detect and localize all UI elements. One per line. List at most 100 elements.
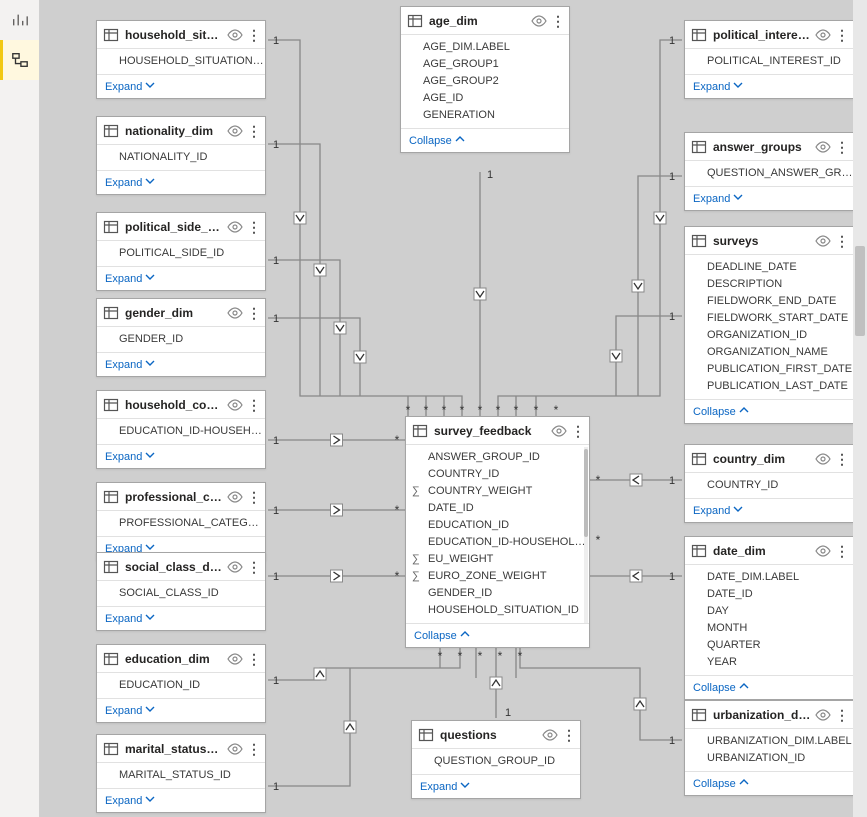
table-header[interactable]: education_dim⋮	[97, 645, 265, 673]
field-row[interactable]: EDUCATION_ID	[97, 677, 265, 694]
field-row[interactable]: AGE_ID	[401, 90, 569, 107]
field-row[interactable]: NATIONALITY_ID	[97, 149, 265, 166]
field-row[interactable]: AGE_GROUP1	[401, 56, 569, 73]
expand-link[interactable]: Expand	[685, 498, 853, 522]
collapse-link[interactable]: Collapse	[685, 399, 853, 423]
field-row[interactable]: URBANIZATION_DIM.LABEL	[685, 733, 853, 750]
more-options[interactable]: ⋮	[247, 491, 259, 503]
visibility-icon[interactable]	[815, 707, 831, 723]
more-options[interactable]: ⋮	[247, 561, 259, 573]
table-card-political_side[interactable]: political_side_dim⋮POLITICAL_SIDE_IDExpa…	[96, 212, 266, 291]
expand-link[interactable]: Expand	[685, 186, 853, 210]
collapse-link[interactable]: Collapse	[406, 623, 589, 647]
more-options[interactable]: ⋮	[247, 29, 259, 41]
field-row[interactable]: DEADLINE_DATE	[685, 259, 853, 276]
collapse-link[interactable]: Collapse	[685, 771, 853, 795]
field-scrollbar[interactable]	[584, 447, 588, 623]
more-options[interactable]: ⋮	[835, 29, 847, 41]
table-card-questions[interactable]: questions⋮ QUESTION_GROUP_ID Expand	[411, 720, 581, 799]
table-header[interactable]: country_dim⋮	[685, 445, 853, 473]
visibility-icon[interactable]	[227, 651, 243, 667]
visibility-icon[interactable]	[815, 543, 831, 559]
field-row[interactable]: QUESTION_GROUP_ID	[412, 753, 580, 770]
more-options[interactable]: ⋮	[835, 545, 847, 557]
field-row[interactable]: GENDER_ID	[406, 585, 589, 602]
field-row[interactable]: ORGANIZATION_ID	[685, 327, 853, 344]
table-card-professional_category[interactable]: professional_categor...⋮PROFESSIONAL_CAT…	[96, 482, 266, 561]
table-card-household_composition[interactable]: household_compositi...⋮EDUCATION_ID-HOUS…	[96, 390, 266, 469]
table-header[interactable]: questions⋮	[412, 721, 580, 749]
expand-link[interactable]: Expand	[685, 74, 853, 98]
expand-link[interactable]: Expand	[97, 266, 265, 290]
table-header[interactable]: nationality_dim⋮	[97, 117, 265, 145]
scrollbar-thumb[interactable]	[855, 246, 865, 336]
table-card-nationality[interactable]: nationality_dim⋮ NATIONALITY_ID Expand	[96, 116, 266, 195]
visibility-icon[interactable]	[227, 741, 243, 757]
table-card-answer_groups[interactable]: answer_groups⋮QUESTION_ANSWER_GROUP_IDEx…	[684, 132, 854, 211]
field-row[interactable]: AGE_DIM.LABEL	[401, 39, 569, 56]
field-row[interactable]: DESCRIPTION	[685, 276, 853, 293]
field-row[interactable]: EU_WEIGHT	[406, 551, 589, 568]
nav-model-view[interactable]	[0, 40, 39, 80]
field-row[interactable]: ANSWER_GROUP_ID	[406, 449, 589, 466]
field-row[interactable]: DATE_ID	[406, 500, 589, 517]
more-options[interactable]: ⋮	[835, 235, 847, 247]
table-card-date_dim[interactable]: date_dim⋮DATE_DIM.LABELDATE_IDDAYMONTHQU…	[684, 536, 854, 700]
visibility-icon[interactable]	[815, 139, 831, 155]
table-card-education[interactable]: education_dim⋮EDUCATION_IDExpand	[96, 644, 266, 723]
visibility-icon[interactable]	[815, 451, 831, 467]
field-row[interactable]: DATE_ID	[685, 586, 853, 603]
table-header[interactable]: urbanization_dim⋮	[685, 701, 853, 729]
visibility-icon[interactable]	[531, 13, 547, 29]
more-options[interactable]: ⋮	[562, 729, 574, 741]
field-row[interactable]: GENERATION	[401, 107, 569, 124]
more-options[interactable]: ⋮	[551, 15, 563, 27]
field-row[interactable]: DATE_DIM.LABEL	[685, 569, 853, 586]
more-options[interactable]: ⋮	[835, 141, 847, 153]
table-header[interactable]: marital_status_dim⋮	[97, 735, 265, 763]
table-header[interactable]: answer_groups⋮	[685, 133, 853, 161]
visibility-icon[interactable]	[815, 233, 831, 249]
more-options[interactable]: ⋮	[835, 709, 847, 721]
expand-link[interactable]: Expand	[97, 170, 265, 194]
field-row[interactable]: SOCIAL_CLASS_ID	[97, 585, 265, 602]
table-header[interactable]: social_class_dim⋮	[97, 553, 265, 581]
more-options[interactable]: ⋮	[247, 653, 259, 665]
field-row[interactable]: AGE_GROUP2	[401, 73, 569, 90]
expand-link[interactable]: Expand	[97, 74, 265, 98]
visibility-icon[interactable]	[227, 27, 243, 43]
visibility-icon[interactable]	[227, 397, 243, 413]
expand-link[interactable]: Expand	[412, 774, 580, 798]
field-row[interactable]: COUNTRY_WEIGHT	[406, 483, 589, 500]
table-card-political_interest[interactable]: political_interest_dim⋮POLITICAL_INTERES…	[684, 20, 854, 99]
collapse-link[interactable]: Collapse	[401, 128, 569, 152]
expand-link[interactable]: Expand	[97, 788, 265, 812]
table-header[interactable]: date_dim⋮	[685, 537, 853, 565]
table-header[interactable]: gender_dim⋮	[97, 299, 265, 327]
field-row[interactable]: MARITAL_STATUS_ID	[97, 767, 265, 784]
expand-link[interactable]: Expand	[97, 352, 265, 376]
table-card-social_class[interactable]: social_class_dim⋮SOCIAL_CLASS_IDExpand	[96, 552, 266, 631]
table-card-gender[interactable]: gender_dim⋮ GENDER_ID Expand	[96, 298, 266, 377]
more-options[interactable]: ⋮	[247, 743, 259, 755]
expand-link[interactable]: Expand	[97, 444, 265, 468]
field-row[interactable]: FIELDWORK_START_DATE	[685, 310, 853, 327]
table-header[interactable]: household_compositi...⋮	[97, 391, 265, 419]
more-options[interactable]: ⋮	[571, 425, 583, 437]
field-row[interactable]: QUARTER	[685, 637, 853, 654]
table-card-urbanization[interactable]: urbanization_dim⋮URBANIZATION_DIM.LABELU…	[684, 700, 854, 796]
table-card-country_dim[interactable]: country_dim⋮ COUNTRY_ID Expand	[684, 444, 854, 523]
field-row[interactable]: MONTH	[685, 620, 853, 637]
nav-report-view[interactable]	[0, 0, 39, 40]
table-card-surveys[interactable]: surveys⋮DEADLINE_DATEDESCRIPTIONFIELDWOR…	[684, 226, 854, 424]
field-row[interactable]: FIELDWORK_END_DATE	[685, 293, 853, 310]
field-row[interactable]: COUNTRY_ID	[685, 477, 853, 494]
visibility-icon[interactable]	[227, 219, 243, 235]
field-row[interactable]: PROFESSIONAL_CATEGORY_ID	[97, 515, 265, 532]
table-card-survey_feedback[interactable]: survey_feedback⋮ANSWER_GROUP_IDCOUNTRY_I…	[405, 416, 590, 648]
field-row[interactable]: POLITICAL_SIDE_ID	[97, 245, 265, 262]
field-row[interactable]: GENDER_ID	[97, 331, 265, 348]
more-options[interactable]: ⋮	[247, 221, 259, 233]
visibility-icon[interactable]	[542, 727, 558, 743]
field-row[interactable]: EDUCATION_ID-HOUSEHOLD_...	[406, 534, 589, 551]
